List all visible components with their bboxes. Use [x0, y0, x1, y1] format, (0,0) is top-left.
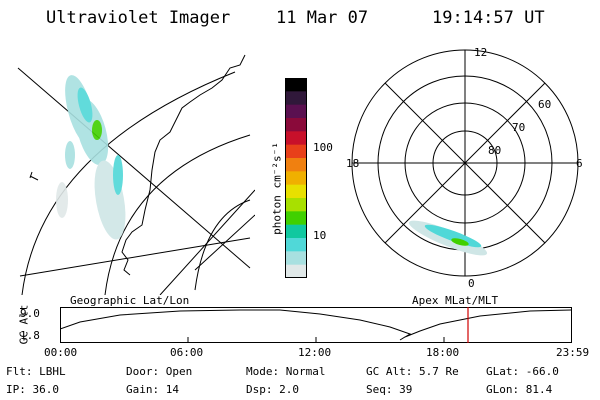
- colorbar-swatch: [285, 131, 307, 146]
- colorbar-swatch: [285, 78, 307, 92]
- colorbar-swatch: [285, 184, 307, 199]
- seq-status: Seq: 39: [366, 383, 413, 396]
- door-status: Door: Open: [126, 365, 193, 378]
- filter-status: Flt: LBHL: [6, 365, 66, 378]
- gcalt-status: GC Alt: 5.7 Re: [366, 365, 459, 378]
- time-label: 19:14:57 UT: [432, 8, 545, 28]
- date-label: 11 Mar 07: [276, 8, 369, 28]
- mlat-label-70: 70: [512, 121, 526, 134]
- colorbar-swatch: [285, 144, 307, 159]
- mode-status: Mode: Normal: [246, 365, 326, 378]
- x-tick-1800: 18:00: [426, 346, 460, 359]
- mlt-label-0: 0: [468, 277, 475, 290]
- ip-status: IP: 36.0: [6, 383, 59, 396]
- colorbar-tick-10: 10: [313, 229, 327, 242]
- meridian-line: [17, 67, 251, 269]
- gain-status: Gain: 14: [126, 383, 179, 396]
- mlt-line-diag2: [384, 82, 546, 244]
- polar-plot: [351, 49, 579, 277]
- y-tick-1-8: 1.8: [20, 329, 40, 342]
- latitude-circle: [104, 134, 251, 295]
- colorbar-swatch: [285, 158, 307, 172]
- dsp-status: Dsp: 2.0: [246, 383, 299, 396]
- colorbar-swatch: [285, 118, 307, 132]
- x-tick-1200: 12:00: [298, 346, 332, 359]
- mlt-label-6: 6: [576, 157, 583, 170]
- aurora-oval: [408, 220, 488, 256]
- colorbar-label: photon cm⁻²s⁻¹: [270, 142, 284, 235]
- y-tick-9: 9.0: [20, 307, 40, 320]
- mlat-label-60: 60: [538, 98, 552, 111]
- colorbar-swatch: [285, 224, 307, 239]
- meridian-line: [19, 237, 251, 277]
- latitude-circle: [194, 199, 251, 291]
- x-tick-0000: 00:00: [44, 346, 78, 359]
- mlt-label-18: 18: [346, 157, 360, 170]
- mlat-label-80: 80: [488, 144, 502, 157]
- meridian-line: [194, 214, 255, 271]
- glon-status: GLon: 81.4: [486, 383, 553, 396]
- aurora-emission: [56, 75, 126, 240]
- colorbar-swatch: [285, 264, 307, 278]
- altitude-curve: [60, 309, 572, 341]
- colorbar-swatch: [285, 211, 307, 226]
- timeline-right-title: Apex MLat/MLT: [412, 294, 499, 307]
- x-tick-0600: 06:00: [170, 346, 204, 359]
- instrument-title: Ultraviolet Imager: [46, 8, 231, 28]
- x-tick-2359: 23:59: [556, 346, 590, 359]
- colorbar-swatch: [285, 198, 307, 212]
- coastline: [121, 54, 246, 276]
- colorbar-swatch: [285, 238, 307, 252]
- colorbar-swatch: [285, 251, 307, 266]
- colorbar-swatch: [285, 91, 307, 106]
- coastline: [29, 171, 39, 181]
- colorbar-swatch: [285, 171, 307, 186]
- geographic-map: [17, 54, 255, 295]
- glat-status: GLat: -66.0: [486, 365, 559, 378]
- colorbar: [285, 78, 307, 278]
- mlt-label-12: 12: [474, 46, 488, 59]
- colorbar-swatch: [285, 104, 307, 119]
- timeline-left-title: Geographic Lat/Lon: [70, 294, 190, 307]
- meridian-line: [159, 189, 255, 295]
- colorbar-tick-100: 100: [313, 141, 333, 154]
- altitude-timeline: [60, 307, 572, 343]
- latitude-circle: [21, 71, 236, 295]
